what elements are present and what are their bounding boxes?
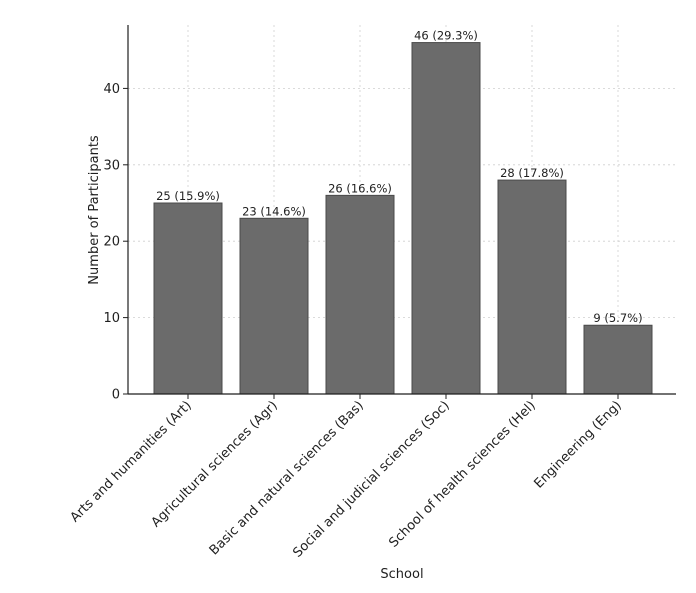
bar — [325, 194, 395, 395]
y-tick-label: 40 — [103, 82, 120, 97]
bar — [583, 324, 653, 395]
x-tick-label: Basic and natural sciences (Bas) — [207, 398, 367, 558]
bar-data-label: 9 (5.7%) — [593, 311, 642, 325]
data-labels-layer: 25 (15.9%) 23 (14.6%) 26 (16.6%) 46 (29.3%)… — [156, 29, 642, 326]
y-tick-label: 10 — [103, 311, 120, 326]
bar-data-label: 46 (29.3%) — [414, 29, 478, 43]
bar — [411, 42, 481, 395]
x-tick-label: Engineering (Eng) — [532, 398, 625, 491]
y-tick-label: 20 — [103, 235, 120, 250]
bar-data-label: 23 (14.6%) — [242, 204, 306, 218]
x-axis-title: School — [380, 567, 423, 582]
bar-data-label: 28 (17.8%) — [500, 166, 564, 180]
bar-data-label: 26 (16.6%) — [328, 181, 392, 195]
y-tick-label: 0 — [112, 388, 120, 403]
bar — [497, 179, 567, 395]
bar — [239, 217, 309, 395]
x-tick-label: School of health sciences (Hel) — [386, 398, 538, 550]
bar-data-label: 25 (15.9%) — [156, 189, 220, 203]
bars-layer — [153, 42, 653, 395]
bar — [153, 202, 223, 395]
x-tick-label: Social and judicial sciences (Soc) — [290, 398, 452, 560]
y-axis-title: Number of Participants — [87, 135, 102, 285]
y-tick-label: 30 — [103, 158, 120, 173]
